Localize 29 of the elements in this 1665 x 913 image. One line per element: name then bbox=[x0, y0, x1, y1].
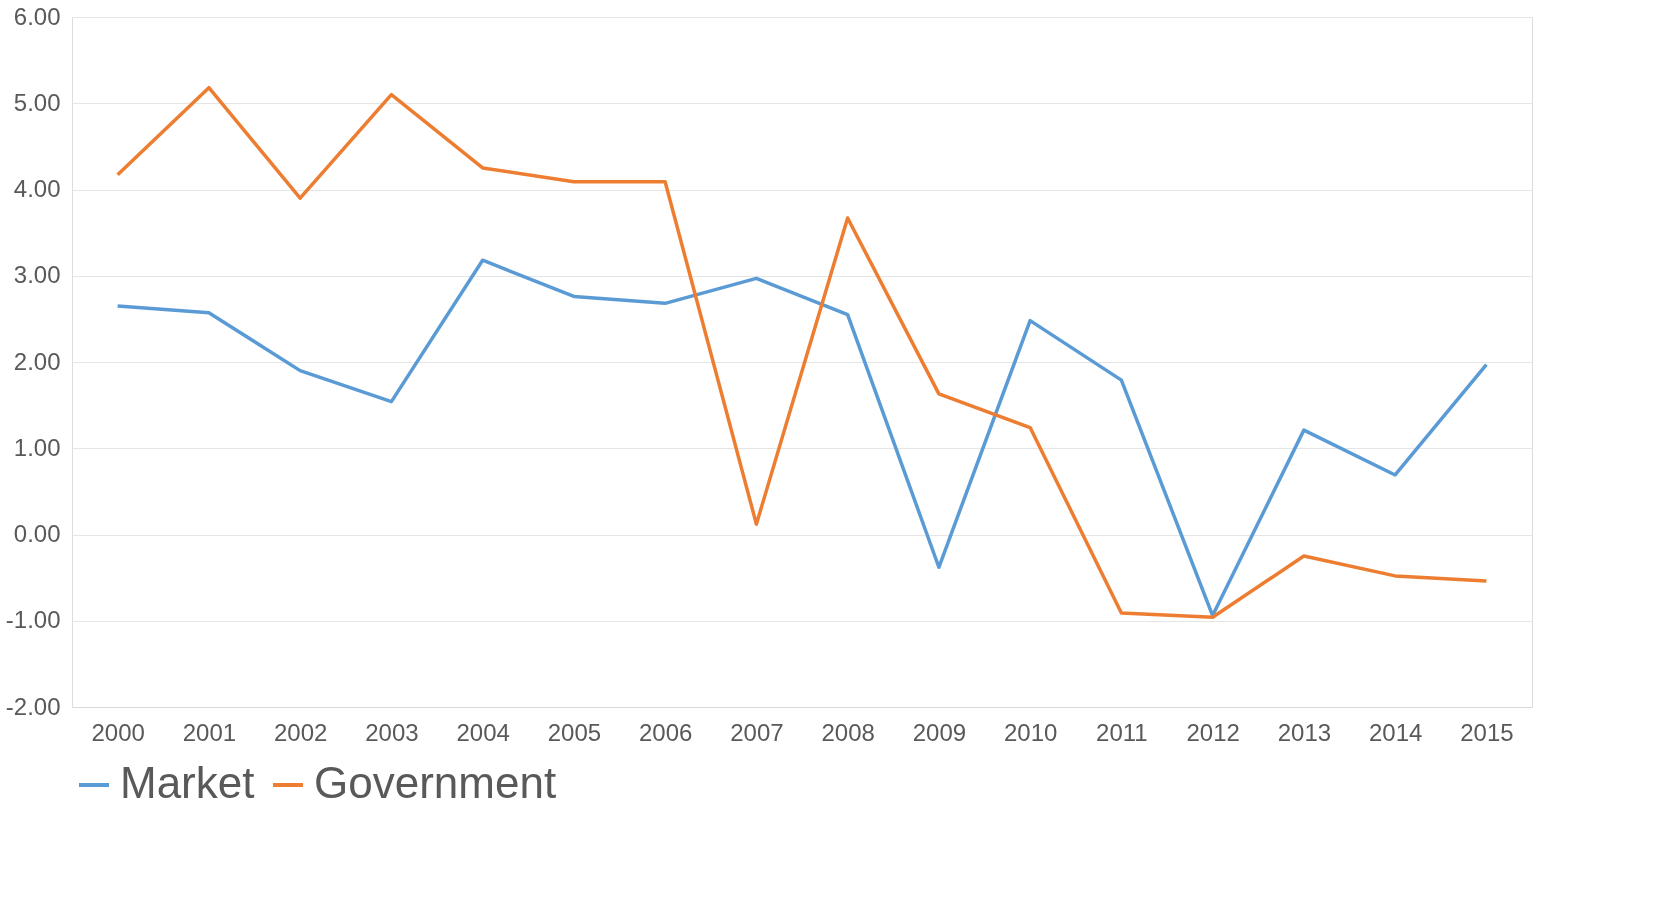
x-tick-label: 2005 bbox=[547, 718, 602, 746]
y-tick-label: 2.00 bbox=[13, 347, 61, 375]
x-tick-label: 2011 bbox=[1096, 718, 1148, 746]
x-tick-label: 2014 bbox=[1368, 718, 1423, 746]
y-tick-label: -2.00 bbox=[5, 692, 61, 720]
line-series bbox=[115, 258, 1489, 618]
x-tick-label: 2001 bbox=[182, 718, 237, 746]
x-tick-label: 2008 bbox=[821, 718, 875, 746]
x-tick-label: 2007 bbox=[730, 718, 784, 746]
x-tick-label: 2000 bbox=[91, 718, 145, 746]
y-tick-label: 4.00 bbox=[13, 175, 61, 202]
y-tick-label: -1.00 bbox=[5, 606, 61, 634]
y-tick-label: 3.00 bbox=[13, 261, 61, 289]
x-tick-label: 2010 bbox=[1003, 718, 1058, 746]
x-tick-label: 2009 bbox=[912, 718, 967, 746]
y-tick-label: 5.00 bbox=[13, 88, 61, 116]
x-tick-label: 2004 bbox=[456, 718, 510, 746]
x-tick-label: 2015 bbox=[1460, 718, 1514, 746]
legend-label: Market bbox=[120, 758, 255, 807]
y-tick-label: 0.00 bbox=[13, 520, 61, 547]
x-tick-label: 2012 bbox=[1186, 718, 1240, 746]
x-tick-label: 2006 bbox=[638, 718, 693, 746]
line-series bbox=[115, 85, 1489, 620]
x-tick-label: 2003 bbox=[365, 718, 419, 746]
x-tick-label: 2002 bbox=[273, 718, 328, 746]
y-tick-label: 6.00 bbox=[13, 2, 61, 30]
x-tick-label: 2013 bbox=[1277, 718, 1332, 746]
y-tick-label: 1.00 bbox=[13, 433, 61, 461]
legend-label: Government bbox=[314, 758, 557, 807]
